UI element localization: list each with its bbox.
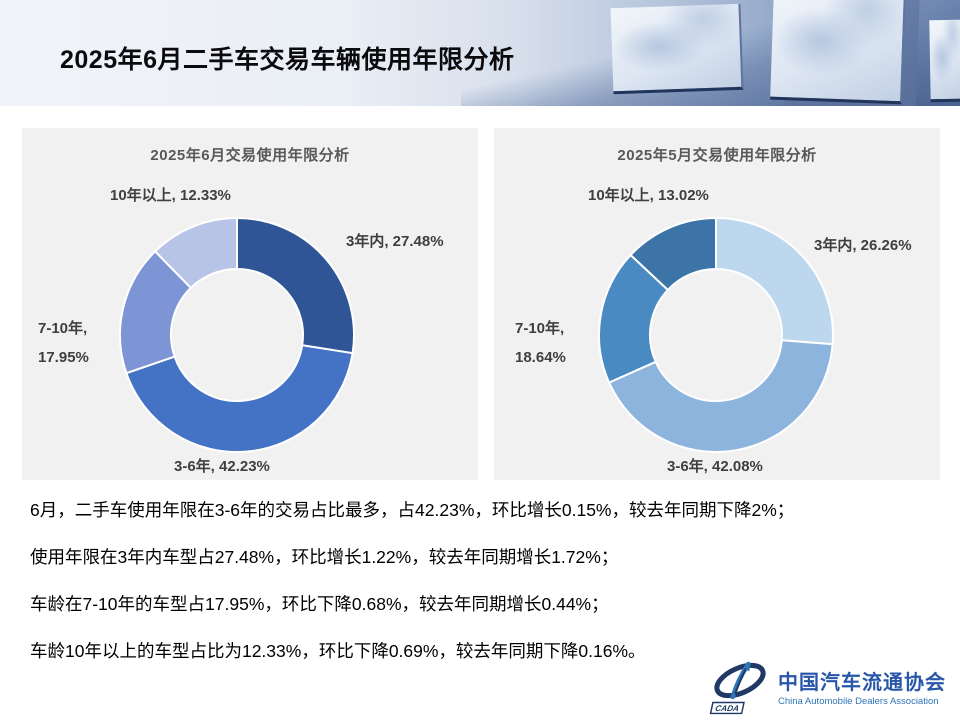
chart-panel-may: 2025年5月交易使用年限分析 10年以上, 13.02% 3年内, 26.26… bbox=[494, 128, 940, 480]
summary-line: 使用年限在3年内车型占27.48%，环比增长1.22%，较去年同期增长1.72%… bbox=[30, 547, 619, 567]
donut-chart-june bbox=[119, 216, 355, 453]
donut-slice-3年内 bbox=[715, 216, 834, 346]
world-map-cube-icon bbox=[610, 3, 744, 95]
data-label-within3: 3年内, 26.26% bbox=[814, 237, 912, 254]
data-label-over10: 10年以上, 12.33% bbox=[110, 187, 231, 204]
summary-line: 车龄在7-10年的车型占17.95%，环比下降0.68%，较去年同期增长0.44… bbox=[30, 594, 609, 614]
world-map-cube-icon bbox=[929, 19, 960, 103]
donut-slice-10年以上 bbox=[629, 216, 717, 292]
data-label-3to6: 3-6年, 42.08% bbox=[667, 458, 763, 475]
summary-text: 6月，二手车使用年限在3-6年的交易占比最多，占42.23%，环比增长0.15%… bbox=[30, 498, 940, 686]
summary-line: 6月，二手车使用年限在3-6年的交易占比最多，占42.23%，环比增长0.15%… bbox=[30, 500, 795, 520]
data-label-over10: 10年以上, 13.02% bbox=[588, 187, 709, 204]
donut-slice-3年内 bbox=[236, 216, 355, 355]
cada-logo-text: 中国汽车流通协会 China Automobile Dealers Associ… bbox=[778, 666, 946, 707]
cada-name-cn: 中国汽车流通协会 bbox=[778, 671, 946, 694]
donut-slice-10年以上 bbox=[153, 216, 238, 290]
donut-slice-3-6年 bbox=[607, 339, 834, 453]
data-label-7to10-line1: 7-10年, bbox=[38, 320, 88, 337]
data-label-7to10: 7-10年, 17.95% bbox=[38, 314, 89, 372]
cada-logo: CADA 中国汽车流通协会 China Automobile Dealers A… bbox=[708, 656, 946, 716]
donut-chart-may bbox=[598, 216, 834, 453]
header-band: 2025年6月二手车交易车辆使用年限分析 bbox=[0, 0, 960, 106]
data-label-within3: 3年内, 27.48% bbox=[346, 233, 444, 250]
chart-title-june: 2025年6月交易使用年限分析 bbox=[150, 147, 350, 164]
summary-line: 车龄10年以上的车型占比为12.33%，环比下降0.69%，较去年同期下降0.1… bbox=[30, 641, 646, 661]
data-label-7to10: 7-10年, 18.64% bbox=[515, 314, 566, 372]
svg-text:CADA: CADA bbox=[714, 703, 740, 713]
cada-logo-icon: CADA bbox=[709, 661, 766, 715]
data-label-7to10-line1: 7-10年, bbox=[515, 320, 565, 337]
data-label-7to10-line2: 17.95% bbox=[38, 349, 89, 366]
donut-slice-3-6年 bbox=[125, 344, 354, 453]
data-label-7to10-line2: 18.64% bbox=[515, 349, 566, 366]
data-label-3to6: 3-6年, 42.23% bbox=[174, 458, 270, 475]
page-title: 2025年6月二手车交易车辆使用年限分析 bbox=[60, 46, 515, 74]
cada-name-en: China Automobile Dealers Association bbox=[778, 695, 939, 707]
world-map-cube-icon bbox=[770, 0, 906, 105]
chart-panel-june: 2025年6月交易使用年限分析 10年以上, 12.33% 3年内, 27.48… bbox=[22, 128, 478, 480]
chart-title-may: 2025年5月交易使用年限分析 bbox=[617, 147, 817, 164]
